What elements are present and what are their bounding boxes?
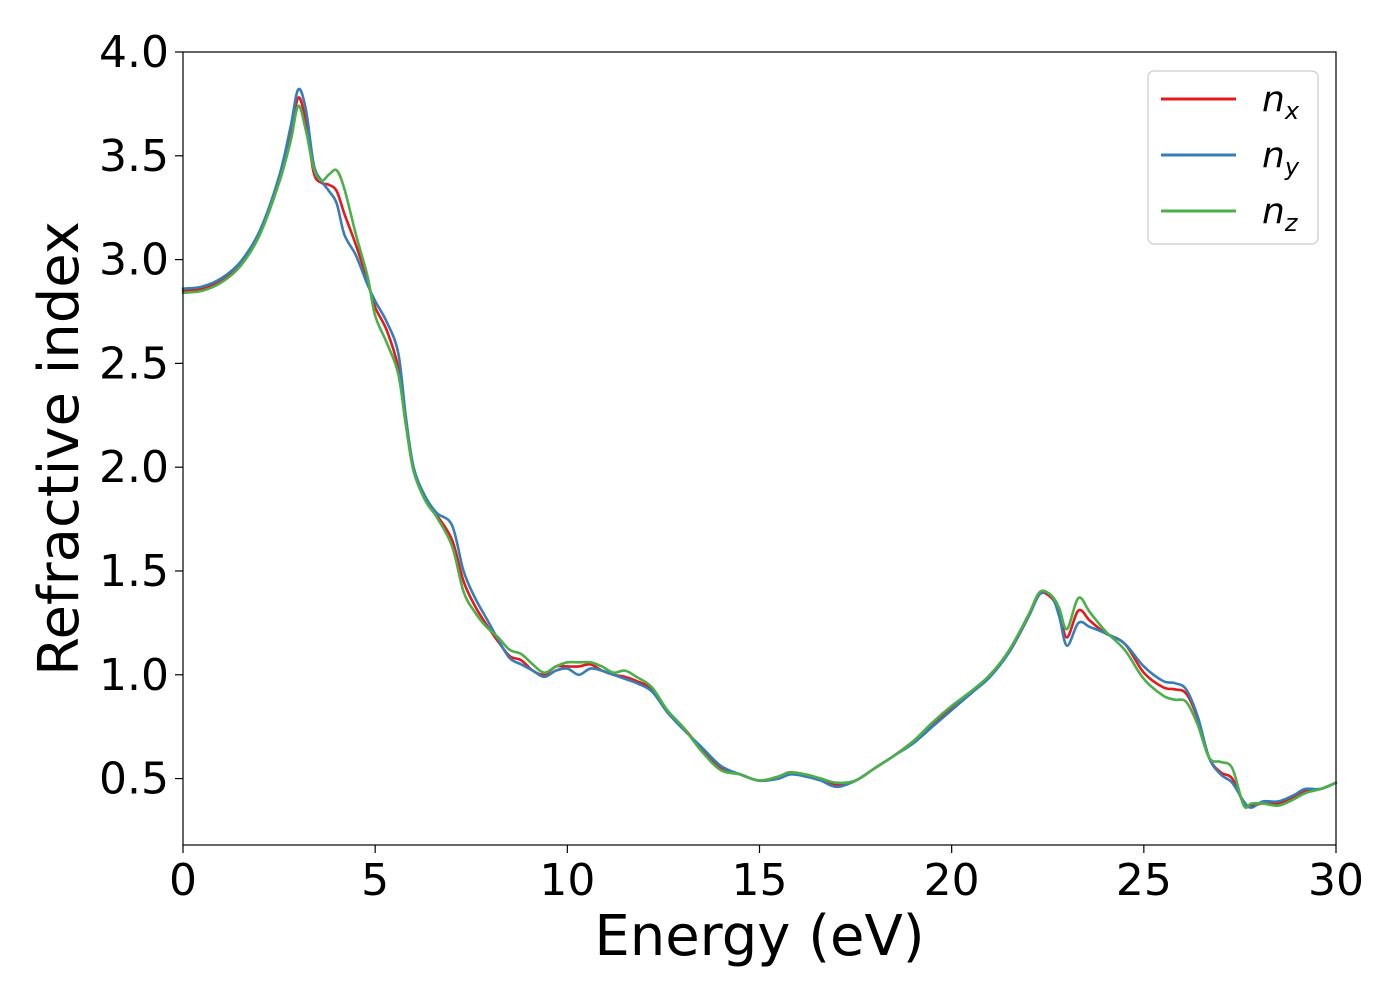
x-tick-label: 25 xyxy=(1116,855,1172,906)
x-tick-label: 10 xyxy=(539,855,595,906)
x-tick-label: 15 xyxy=(732,855,788,906)
y-tick-label: 0.5 xyxy=(99,754,169,805)
x-axis-ticks: 0 5 10 15 20 25 30 xyxy=(169,845,1364,906)
y-tick-label: 1.0 xyxy=(99,650,169,701)
x-tick-label: 20 xyxy=(924,855,980,906)
y-tick-label: 1.5 xyxy=(99,546,169,597)
y-tick-label: 2.0 xyxy=(99,442,169,493)
y-axis-label: Refractive index xyxy=(27,221,92,676)
y-tick-label: 3.0 xyxy=(99,235,169,286)
y-axis-ticks: 0.5 1.0 1.5 2.0 2.5 3.0 3.5 4.0 xyxy=(99,27,183,805)
x-tick-label: 30 xyxy=(1308,855,1364,906)
legend-box xyxy=(1147,70,1319,245)
y-tick-label: 4.0 xyxy=(99,27,169,78)
legend-label-y: ny xyxy=(1262,135,1300,181)
x-tick-label: 0 xyxy=(169,855,197,906)
x-tick-label: 5 xyxy=(361,855,389,906)
legend-label-z: nz xyxy=(1262,191,1299,237)
y-tick-label: 3.5 xyxy=(99,131,169,182)
series-lines xyxy=(181,87,1338,810)
legend-label-x: nx xyxy=(1262,79,1300,125)
y-tick-label: 2.5 xyxy=(99,338,169,389)
series-line-z xyxy=(181,104,1338,810)
legend: nx ny nz xyxy=(1147,70,1319,245)
x-axis-label: Energy (eV) xyxy=(594,904,924,969)
